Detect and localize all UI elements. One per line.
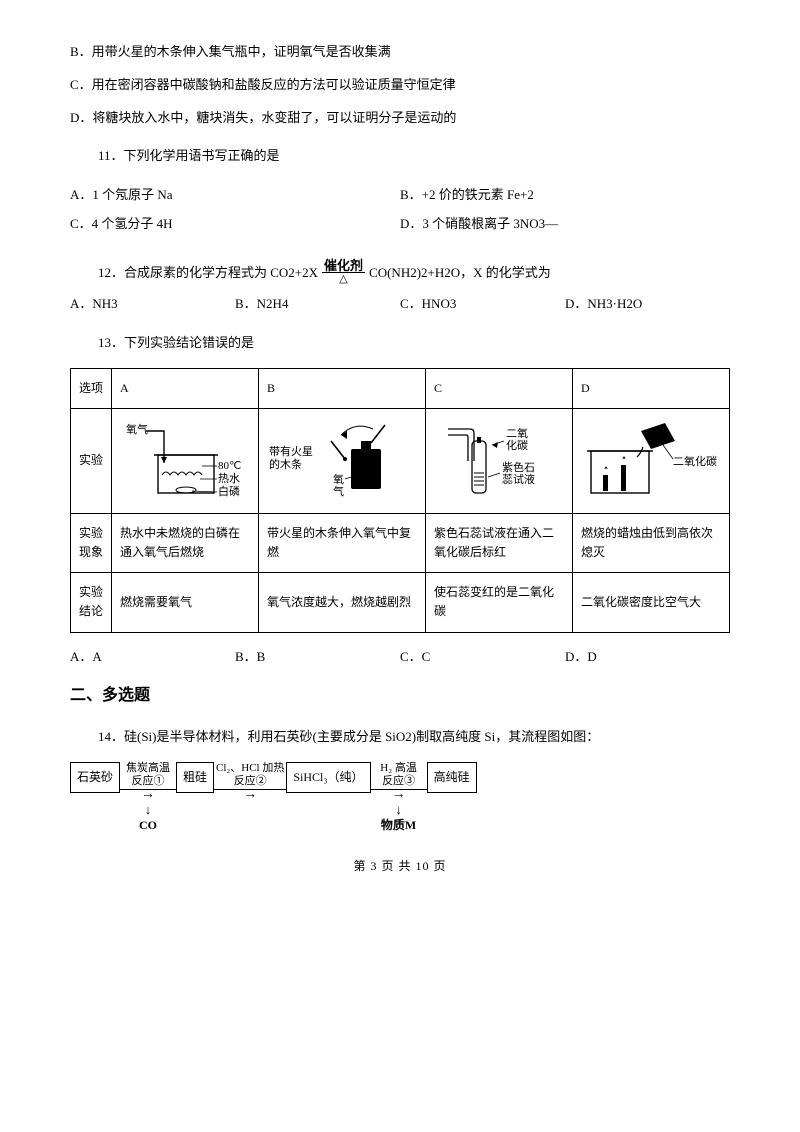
splint-oxygen-icon: 带有火星 的木条 氧 气 — [267, 419, 417, 503]
diagram-d: 二氧化碳 — [573, 408, 730, 513]
phen-b: 带火星的木条伸入氧气中复燃 — [259, 513, 426, 572]
lbl-lit2: 蕊试液 — [502, 472, 535, 486]
q12-stem: 12．合成尿素的化学方程式为 CO2+2X 催化剂 △ CO(NH2)2+H2O… — [70, 257, 730, 284]
down-label-co: CO — [139, 816, 157, 835]
q13-ans-d: D．D — [565, 647, 730, 668]
catalyst-symbol: 催化剂 △ — [322, 259, 365, 286]
flow-node-2: 粗硅 — [176, 762, 214, 793]
lbl-hot: 热水 — [218, 472, 240, 485]
q13-ans-b: B．B — [235, 647, 400, 668]
q11-stem: 11．下列化学用语书写正确的是 — [70, 146, 730, 167]
diagram-c: 二氧 化碳 紫色石 蕊试液 — [426, 408, 573, 513]
phen-a: 热水中未燃烧的白磷在通入氧气后燃烧 — [112, 513, 259, 572]
q12-a: A．NH3 — [70, 294, 235, 315]
row-phen-label: 实验现象 — [71, 513, 112, 572]
q13-ans-c: C．C — [400, 647, 565, 668]
diagram-a: 氧气 80℃ 热水 白磷 — [112, 408, 259, 513]
q11-d: D．3 个硝酸根离子 3NO3— — [400, 214, 730, 235]
lbl-lit1: 紫色石 — [502, 460, 535, 474]
conc-b: 氧气浓度越大，燃烧越剧烈 — [259, 573, 426, 632]
conc-c: 使石蕊变红的是二氧化碳 — [426, 573, 573, 632]
q12-d: D．NH3·H2O — [565, 294, 730, 315]
th-a: A — [112, 368, 259, 408]
lbl-co2d: 二氧化碳 — [673, 454, 717, 468]
page: B．用带火星的木条伸入集气瓶中，证明氧气是否收集满 C．用在密闭容器中碳酸钠和盐… — [0, 0, 800, 896]
phen-d: 燃烧的蜡烛由低到高依次熄灭 — [573, 513, 730, 572]
q11-b: B．+2 价的铁元素 Fe+2 — [400, 185, 730, 206]
co2-litmus-icon: 二氧 化碳 紫色石 蕊试液 — [434, 419, 564, 503]
experiment-table: 选项 A B C D 实验 氧气 80℃ 热水 白磷 — [70, 368, 730, 633]
triangle-icon: △ — [339, 274, 347, 286]
q12-prefix: 12．合成尿素的化学方程式为 CO2+2X — [98, 263, 318, 284]
lbl-o2b1: 氧 — [333, 472, 344, 486]
diagram-b: 带有火星 的木条 氧 气 — [259, 408, 426, 513]
lbl-o2: 氧气 — [126, 422, 148, 436]
q13-options: A．A B．B C．C D．D — [70, 647, 730, 668]
beaker-oxygen-icon: 氧气 80℃ 热水 白磷 — [120, 419, 250, 503]
opt-d: D．将糖块放入水中，糖块消失，水变甜了，可以证明分子是运动的 — [70, 108, 730, 129]
lbl-p: 白磷 — [218, 484, 240, 498]
th-b: B — [259, 368, 426, 408]
lbl-stick1: 带有火星 — [269, 444, 313, 458]
lbl-co2-1: 二氧 — [506, 426, 528, 440]
page-footer: 第 3 页 共 10 页 — [70, 857, 730, 876]
q11-c: C．4 个氢分子 4H — [70, 214, 400, 235]
lbl-co2-2: 化碳 — [506, 438, 528, 452]
q12-options: A．NH3 B．N2H4 C．HNO3 D．NH3·H2O — [70, 294, 730, 315]
flow-node-3: SiHCl₃（纯） — [286, 762, 370, 793]
co2-candles-icon: 二氧化碳 — [581, 419, 721, 503]
q13-stem: 13．下列实验结论错误的是 — [70, 333, 730, 354]
th-d: D — [573, 368, 730, 408]
q12-c: C．HNO3 — [400, 294, 565, 315]
flow-node-1: 石英砂 — [70, 762, 120, 793]
down-label-m: 物质M — [381, 816, 416, 835]
opt-b: B．用带火星的木条伸入集气瓶中，证明氧气是否收集满 — [70, 42, 730, 63]
row-conc-label: 实验结论 — [71, 573, 112, 632]
lbl-stick2: 的木条 — [269, 457, 302, 471]
lbl-o2b2: 气 — [333, 484, 344, 498]
row-exp-label: 实验 — [71, 408, 112, 513]
flow-arrow-3: H₂ 高温反应③ → — [371, 762, 427, 802]
q14-flowchart: 石英砂 焦炭高温反应① → ↓ CO 粗硅 Cl₂、HCl 加热反应② → Si… — [70, 762, 730, 836]
flow-arrow-2: Cl₂、HCl 加热反应② → — [214, 762, 286, 802]
down-arrow-2: ↓ — [395, 803, 402, 816]
flow-node-4: 高纯硅 — [427, 762, 477, 793]
section-2-title: 二、多选题 — [70, 683, 730, 709]
q12-suffix: CO(NH2)2+H2O，X 的化学式为 — [369, 263, 551, 284]
catalyst-label: 催化剂 — [322, 259, 365, 274]
conc-a: 燃烧需要氧气 — [112, 573, 259, 632]
q11-options: A．1 个氖原子 Na B．+2 价的铁元素 Fe+2 C．4 个氢分子 4H … — [70, 181, 730, 239]
lbl-temp: 80℃ — [218, 460, 241, 472]
q14-stem: 14．硅(Si)是半导体材料，利用石英砂(主要成分是 SiO2)制取高纯度 Si… — [70, 727, 730, 748]
th-c: C — [426, 368, 573, 408]
th-option: 选项 — [71, 368, 112, 408]
phen-c: 紫色石蕊试液在通入二氧化碳后标红 — [426, 513, 573, 572]
down-arrow-1: ↓ — [145, 803, 152, 816]
q13-ans-a: A．A — [70, 647, 235, 668]
q12-b: B．N2H4 — [235, 294, 400, 315]
q11-a: A．1 个氖原子 Na — [70, 185, 400, 206]
flow-arrow-1: 焦炭高温反应① → — [120, 762, 176, 802]
conc-d: 二氧化碳密度比空气大 — [573, 573, 730, 632]
opt-c: C．用在密闭容器中碳酸钠和盐酸反应的方法可以验证质量守恒定律 — [70, 75, 730, 96]
